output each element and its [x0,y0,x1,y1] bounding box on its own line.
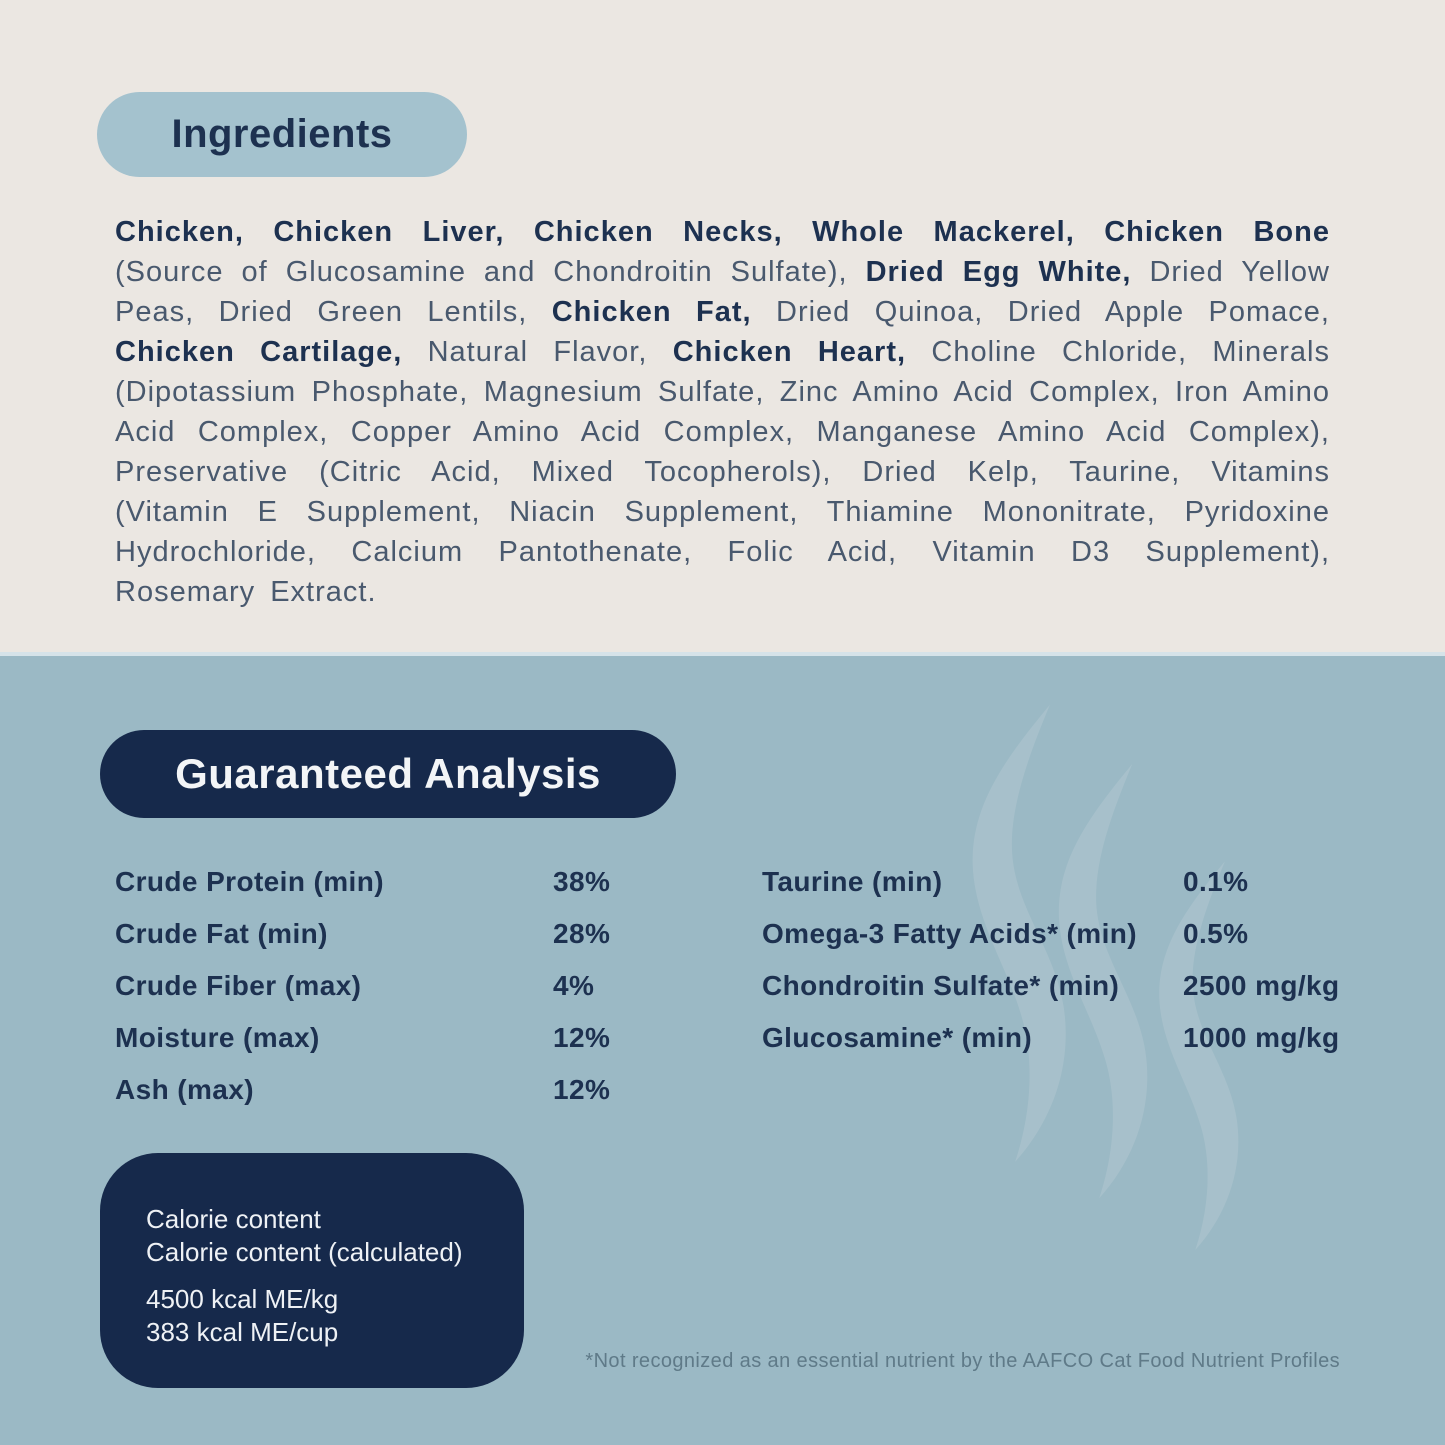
analysis-value: 28% [553,918,611,949]
analysis-label: Glucosamine* (min) [762,1022,1033,1053]
analysis-label: Moisture (max) [115,1022,320,1053]
ingredients-section: Ingredients Chicken, Chicken Liver, Chic… [0,0,1445,652]
ingredient-key-text: Dried Egg White, [865,256,1150,288]
guaranteed-analysis-title-pill: Guaranteed Analysis [100,730,676,818]
calorie-values: 4500 kcal ME/kg 383 kcal ME/cup [146,1283,338,1349]
ingredient-text: Natural Flavor, [427,336,673,368]
calorie-value: 383 kcal ME/cup [146,1317,339,1347]
analysis-value: 1000 mg/kg [1183,1022,1340,1053]
analysis-row: Crude Fat (min) 28% [115,908,655,960]
analysis-row: Chondroitin Sulfate* (min) 2500 mg/kg [762,960,1372,1012]
ingredient-text: Dried Quinoa, Dried Apple Pomace, [776,296,1330,328]
analysis-row: Ash (max) 12% [115,1064,655,1116]
analysis-label: Crude Fiber (max) [115,970,362,1001]
analysis-value: 4% [553,970,595,1001]
analysis-row: Crude Protein (min) 38% [115,856,655,908]
ingredient-key-text: Chicken Heart, [672,336,932,368]
analysis-label: Crude Fat (min) [115,918,328,949]
analysis-row: Crude Fiber (max) 4% [115,960,655,1012]
ingredient-text: Choline Chloride, Minerals (Dipotassium … [115,336,1330,608]
calorie-line: Calorie content [146,1204,321,1234]
section-divider [0,652,1445,656]
ingredients-paragraph: Chicken, Chicken Liver, Chicken Necks, W… [115,212,1330,612]
analysis-label: Chondroitin Sulfate* (min) [762,970,1120,1001]
analysis-table-right: Taurine (min) 0.1% Omega-3 Fatty Acids* (m… [762,856,1372,1064]
ingredient-key-text: Chicken, Chicken Liver, Chicken Necks, W… [115,216,1330,248]
analysis-label: Ash (max) [115,1074,254,1105]
ingredients-title: Ingredients [171,112,393,156]
analysis-value: 12% [553,1022,611,1053]
ingredients-title-pill: Ingredients [97,92,467,177]
aafco-footnote: *Not recognized as an essential nutrient… [585,1350,1340,1372]
ingredient-text: (Source of Glucosamine and Chondroitin S… [115,256,866,288]
ingredient-key-text: Chicken Fat, [551,296,777,328]
ingredient-key-text: Chicken Cartilage, [115,336,428,368]
analysis-row: Taurine (min) 0.1% [762,856,1372,908]
analysis-value: 2500 mg/kg [1183,970,1340,1001]
analysis-value: 0.1% [1183,866,1249,897]
analysis-row: Omega-3 Fatty Acids* (min) 0.5% [762,908,1372,960]
calorie-content-box: Calorie content Calorie content (calculat… [100,1153,524,1388]
analysis-value: 12% [553,1074,611,1105]
analysis-label: Taurine (min) [762,866,943,897]
analysis-value: 38% [553,866,611,897]
ingredient-text: Dried Yellow Peas, Dried Green Lentils, [115,256,1330,328]
calorie-value: 4500 kcal ME/kg [146,1284,339,1314]
analysis-row: Moisture (max) 12% [115,1012,655,1064]
analysis-label: Omega-3 Fatty Acids* (min) [762,918,1137,949]
guaranteed-analysis-section: Guaranteed Analysis Crude Protein (min) 3… [0,656,1445,1445]
guaranteed-analysis-title: Guaranteed Analysis [175,750,601,797]
calorie-line: Calorie content (calculated) [146,1237,463,1267]
analysis-label: Crude Protein (min) [115,866,384,897]
analysis-value: 0.5% [1183,918,1249,949]
analysis-table-left: Crude Protein (min) 38% Crude Fat (min) 28%… [115,856,655,1116]
calorie-headings: Calorie content Calorie content (calculat… [146,1203,463,1269]
analysis-row: Glucosamine* (min) 1000 mg/kg [762,1012,1372,1064]
